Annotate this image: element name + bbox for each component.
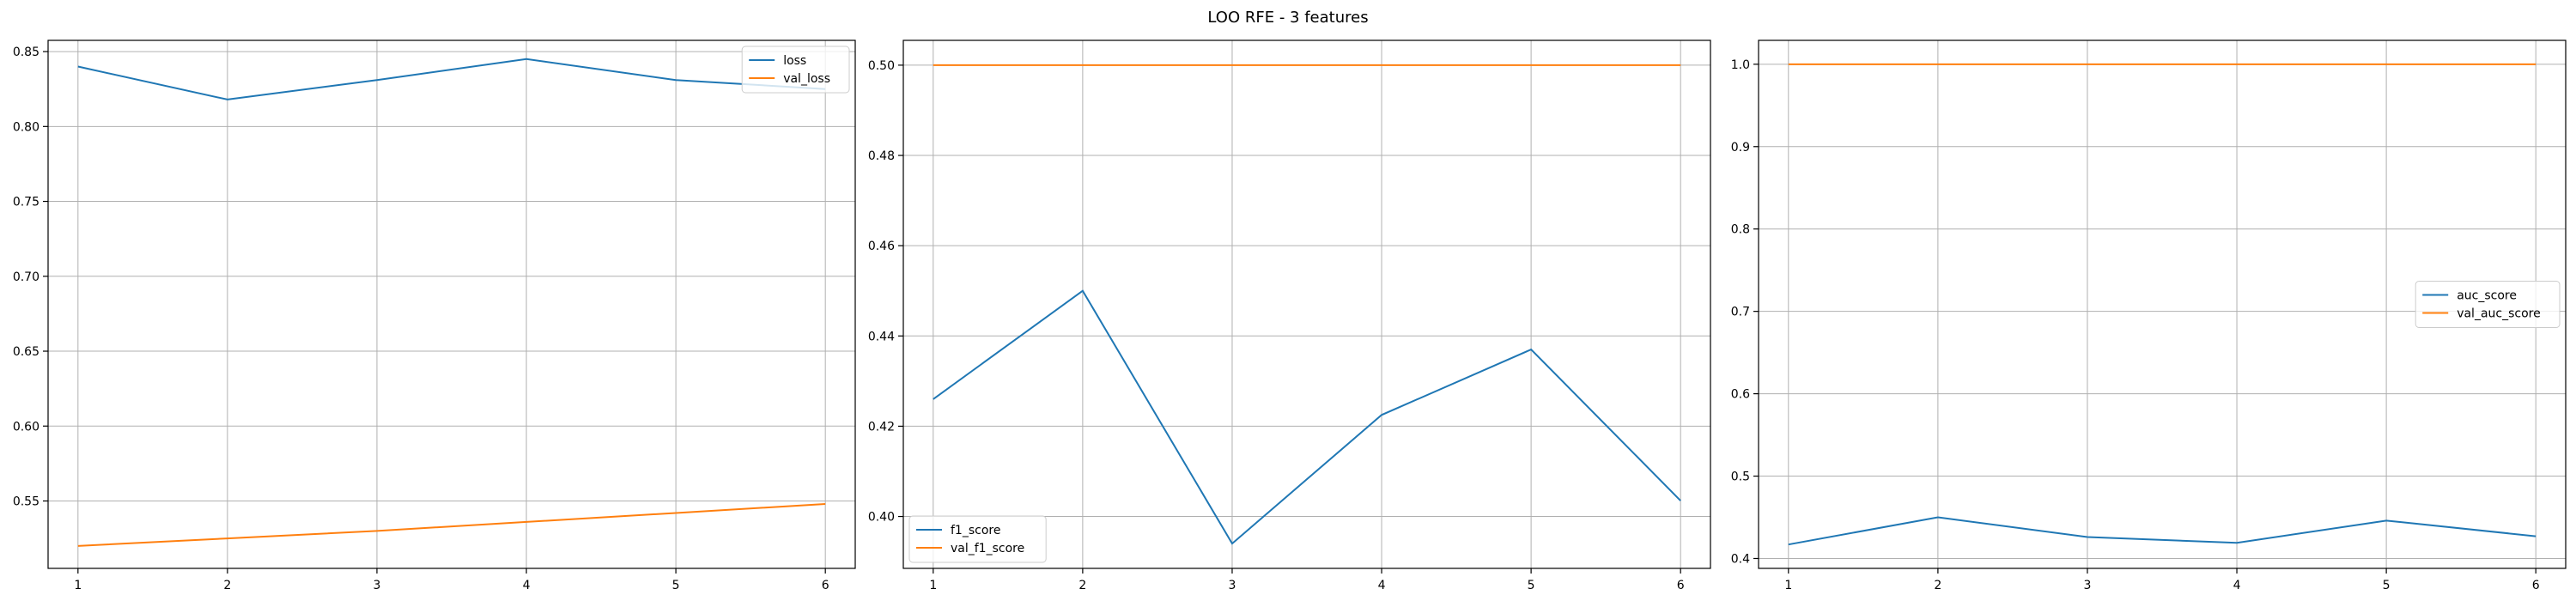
axes-frame	[47, 39, 856, 569]
figure-title: LOO RFE - 3 features	[1207, 9, 1369, 27]
legend-label: loss	[783, 54, 806, 68]
y-tick-label: 0.44	[868, 330, 895, 343]
y-tick-label: 0.65	[13, 345, 39, 359]
legend-label: val_auc_score	[2457, 307, 2541, 321]
y-tick-label: 0.7	[1731, 306, 1750, 319]
x-tick-label: 1	[1784, 579, 1792, 592]
legend-label: f1_score	[951, 524, 1000, 537]
series-line-val-loss	[77, 502, 826, 547]
y-tick-label: 0.8	[1731, 223, 1750, 237]
x-tick-label: 5	[2383, 579, 2391, 592]
subplot-3: 1 2 3 4 5 6 0.4 0.5 0.6 0.7 0.8 0.9 1.0 auc_score val_…	[1731, 39, 2567, 592]
series-line-loss	[77, 58, 826, 100]
x-tick-label: 3	[374, 579, 381, 592]
y-tick-label: 0.4	[1731, 552, 1750, 566]
legend-box	[741, 46, 850, 94]
x-tick-label: 2	[223, 579, 231, 592]
x-tick-label: 4	[1378, 579, 1386, 592]
x-tick-label: 2	[1078, 579, 1086, 592]
x-tick-label: 4	[2233, 579, 2241, 592]
y-tick-label: 0.60	[13, 420, 39, 434]
x-tick-label: 3	[2084, 579, 2092, 592]
x-tick-label: 6	[822, 579, 829, 592]
x-tick-label: 1	[74, 579, 82, 592]
legend: f1_score val_f1_score	[908, 515, 1047, 563]
legend-label: auc_score	[2457, 289, 2517, 303]
y-tick-label: 1.0	[1731, 58, 1750, 72]
x-tick-label: 6	[2532, 579, 2540, 592]
legend-label: val_loss	[783, 72, 830, 86]
legend-box	[908, 515, 1047, 563]
legend-label: val_f1_score	[951, 542, 1024, 555]
series-line-f1-score	[933, 289, 1681, 545]
x-tick-label: 2	[1934, 579, 1941, 592]
y-tick-label: 0.48	[868, 149, 895, 163]
x-tick-label: 1	[929, 579, 937, 592]
y-tick-label: 0.5	[1731, 470, 1750, 484]
subplot-1: 1 2 3 4 5 6 0.55 0.60 0.65 0.70 0.75 0.80 0.85 loss va…	[13, 39, 856, 592]
subplot-2: 1 2 3 4 5 6 0.40 0.42 0.44 0.46 0.48 0.50 f1_scoreva…	[868, 39, 1711, 592]
legend: loss val_loss	[741, 46, 850, 94]
y-tick-label: 0.40	[868, 511, 895, 525]
x-tick-label: 6	[1677, 579, 1685, 592]
x-tick-label: 4	[523, 579, 531, 592]
y-tick-label: 0.42	[868, 420, 895, 434]
y-tick-label: 0.80	[13, 120, 39, 134]
y-tick-label: 0.70	[13, 270, 39, 284]
y-tick-label: 0.85	[13, 46, 39, 59]
series-line-auc-score	[1788, 516, 2537, 546]
axes-frame	[1758, 39, 2567, 569]
x-tick-label: 3	[1229, 579, 1236, 592]
legend-box	[2415, 281, 2561, 328]
y-tick-label: 0.55	[13, 495, 39, 508]
x-tick-label: 5	[672, 579, 680, 592]
y-tick-label: 0.75	[13, 196, 39, 209]
y-tick-label: 0.9	[1731, 141, 1750, 155]
legend: auc_score val_auc_score	[2415, 281, 2561, 328]
y-tick-label: 0.46	[868, 240, 895, 253]
x-tick-label: 5	[1528, 579, 1535, 592]
y-tick-label: 0.6	[1731, 388, 1750, 402]
axes-frame	[902, 39, 1711, 569]
y-tick-label: 0.50	[868, 59, 895, 73]
